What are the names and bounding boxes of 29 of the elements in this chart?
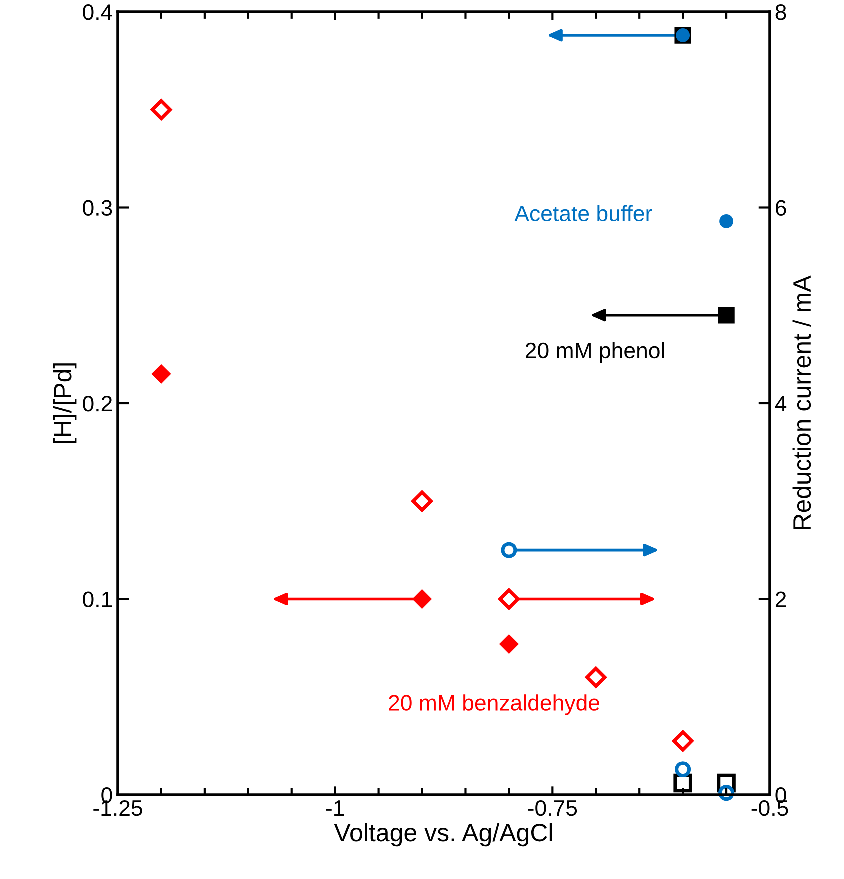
- annotation: Acetate buffer: [514, 205, 652, 222]
- y-tick-label: 0.2: [83, 396, 112, 412]
- y2-tick-label: 8: [776, 4, 786, 20]
- y2-tick-label: 4: [775, 396, 787, 412]
- y2-tick-label: 2: [776, 592, 786, 608]
- y-tick-label: 0.4: [83, 4, 112, 20]
- x-axis-title: Voltage vs. Ag/AgCl: [334, 823, 552, 847]
- point: [500, 634, 519, 654]
- point: [501, 542, 518, 558]
- point: [718, 307, 735, 324]
- point: [720, 214, 734, 228]
- point: [498, 588, 520, 610]
- y-tick-label: 0.1: [83, 592, 112, 608]
- annotation: 20 mM phenol: [526, 342, 664, 363]
- x-tick-label: -1: [326, 800, 344, 816]
- annotation: 20 mM benzaldehyde: [389, 694, 600, 716]
- x-tick-label: -0.75: [528, 800, 578, 816]
- point: [152, 364, 171, 384]
- point: [412, 590, 432, 609]
- point: [674, 774, 692, 793]
- point: [412, 490, 433, 512]
- y-axis-title: [H]/[Pd]: [53, 364, 77, 444]
- point: [150, 99, 172, 120]
- point: [586, 666, 607, 688]
- point: [675, 762, 692, 778]
- y2-tick-label: 6: [776, 200, 786, 216]
- y-tick-label: 0.3: [83, 200, 112, 216]
- y2-axis-title: Reduction current / mA: [792, 276, 812, 530]
- point: [672, 730, 694, 752]
